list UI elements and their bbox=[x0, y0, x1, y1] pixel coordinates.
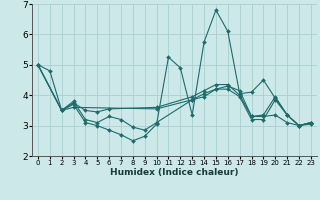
X-axis label: Humidex (Indice chaleur): Humidex (Indice chaleur) bbox=[110, 168, 239, 177]
